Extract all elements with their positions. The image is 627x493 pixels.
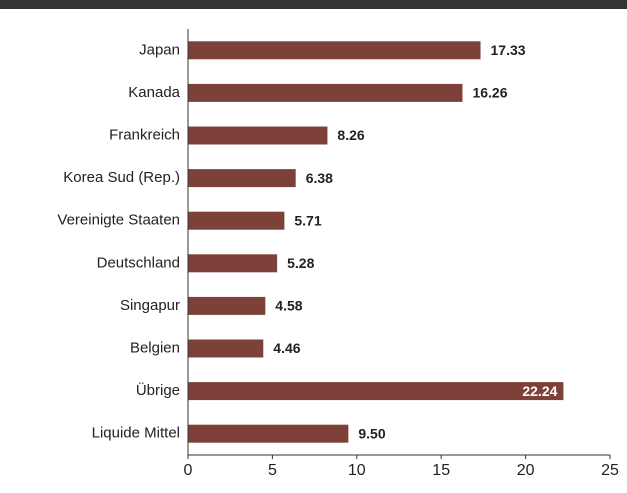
y-tick-label: Japan	[139, 41, 180, 58]
value-label: 4.58	[275, 298, 302, 314]
y-tick-label: Deutschland	[97, 254, 180, 271]
bar	[188, 211, 285, 230]
value-label: 5.28	[287, 255, 314, 271]
bar	[188, 339, 264, 358]
bar	[188, 254, 278, 273]
top-rule	[0, 0, 627, 9]
y-tick-label: Frankreich	[109, 126, 180, 143]
bar	[188, 126, 328, 145]
x-tick-label: 20	[517, 462, 535, 479]
bar	[188, 169, 296, 188]
y-tick-label: Vereinigte Staaten	[57, 212, 180, 229]
x-tick-label: 25	[601, 462, 619, 479]
x-tick-label: 5	[268, 462, 277, 479]
y-tick-label: Übrige	[136, 381, 180, 399]
value-label: 16.26	[472, 85, 507, 101]
y-tick-label: Korea Sud (Rep.)	[63, 169, 180, 186]
y-tick-label: Kanada	[128, 84, 180, 101]
value-label: 5.71	[294, 212, 321, 228]
x-tick-label: 10	[348, 462, 366, 479]
y-tick-label: Singapur	[120, 297, 180, 314]
bar	[188, 424, 349, 443]
bar	[188, 83, 463, 102]
value-label: 8.26	[337, 127, 364, 143]
x-tick-label: 15	[432, 462, 450, 479]
bar	[188, 382, 564, 401]
x-tick-label: 0	[184, 462, 193, 479]
bar	[188, 296, 266, 315]
bar	[188, 41, 481, 60]
value-label: 9.50	[358, 425, 385, 441]
y-tick-label: Liquide Mittel	[92, 425, 180, 442]
value-label: 22.24	[522, 383, 557, 399]
value-label: 17.33	[491, 42, 526, 58]
value-label: 6.38	[306, 170, 333, 186]
value-label: 4.46	[273, 340, 300, 356]
y-tick-label: Belgien	[130, 339, 180, 356]
